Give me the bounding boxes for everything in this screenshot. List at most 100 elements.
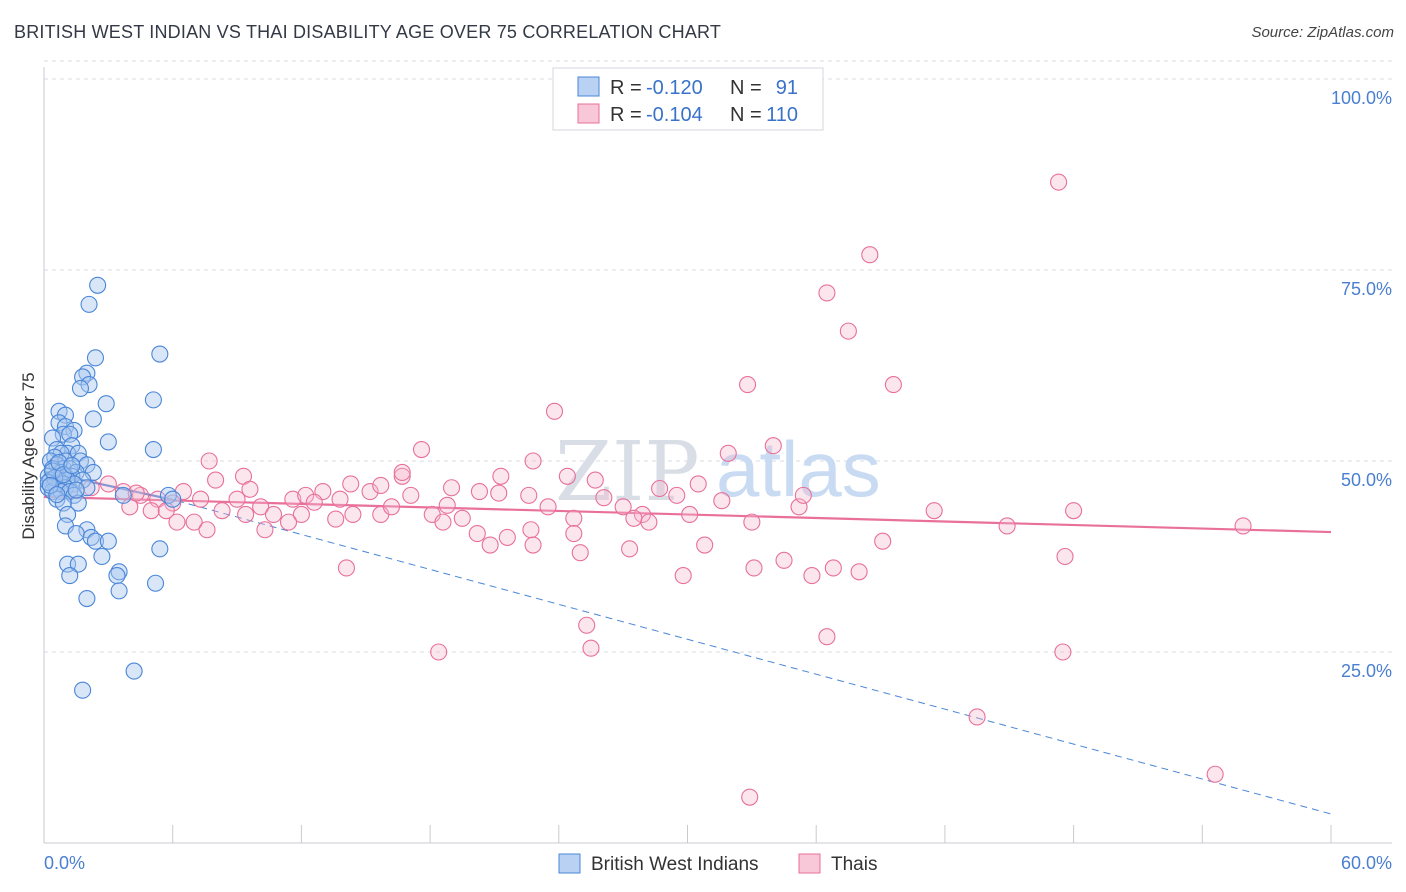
thai-point [651,479,669,498]
x-tick-label-60: 60.0% [1341,853,1392,873]
bwi-point [80,376,98,394]
thai-point [1234,517,1252,535]
legend-r-value-2: -0.104 [646,104,703,126]
thai-point [127,484,145,502]
series-legend: British West Indians Thais [558,853,877,875]
bottom-legend-label-bwi: British West Indians [591,854,759,875]
bwi-point [108,567,126,585]
thai-point [442,479,461,497]
thai-point [470,483,488,501]
thai-points [61,173,1252,806]
bwi-point [61,567,79,585]
thai-point [342,475,360,493]
thai-point [412,440,431,459]
y-tick-label-25: 25.0% [1341,661,1392,681]
thai-point [490,484,508,502]
legend-r-label-2: R = [610,104,642,126]
thai-point [337,559,355,577]
thai-point [213,502,231,520]
bwi-point [74,681,92,699]
thai-point [492,467,510,485]
thai-point [430,643,448,661]
thai-point [775,551,793,569]
bwi-point [146,574,165,592]
thai-point [279,513,298,531]
thai-point [741,788,759,806]
thai-point [674,567,692,585]
thai-point [850,563,868,581]
axes [43,67,1392,844]
bwi-point [114,486,132,504]
y-axis-label: Disability Age Over 75 [19,372,38,539]
thai-point [803,567,821,585]
thai-point [614,498,632,516]
thai-point [468,525,486,543]
thai-point [713,492,731,510]
bwi-point [54,425,72,443]
thai-point [305,493,323,511]
trendline-bwi-extension [176,500,1332,815]
thai-point [1050,173,1068,191]
thai-point [256,521,274,539]
thai-point [292,505,310,524]
grid [44,60,1392,653]
thai-point [99,475,117,493]
bwi-point [69,555,87,573]
bwi-point [41,476,59,494]
thai-point [625,509,643,527]
thai-point [524,536,542,554]
bwi-point [97,395,115,413]
thai-point [434,513,452,531]
thai-point [668,486,686,504]
bwi-points [39,276,182,699]
source-label: Source: ZipAtlas.com [1251,24,1394,41]
legend-swatch-blue [577,76,600,97]
thai-point [1054,643,1072,661]
thai-point [498,528,516,546]
thai-point [874,532,892,550]
thai-point [114,483,132,501]
bwi-point [69,494,87,512]
thai-point [200,452,218,470]
y-tick-label-75: 75.0% [1341,279,1392,299]
thai-point [586,471,604,489]
thai-point [743,513,761,531]
bwi-point [144,391,162,409]
bwi-point [151,540,169,558]
thai-point [372,476,390,494]
bwi-point [78,589,96,608]
bwi-point [78,479,96,497]
thai-point [168,513,186,531]
y-tick-label-100: 100.0% [1331,88,1392,108]
legend-r-label-1: R = [610,77,642,99]
bwi-point [144,440,162,459]
bwi-point [125,662,143,680]
thai-point [839,322,857,340]
thai-point [582,639,600,657]
thai-point [925,502,943,520]
thai-point [297,486,315,504]
thai-point [382,498,401,516]
thai-point [1206,765,1224,783]
thai-point [393,463,411,482]
bottom-legend-swatch-bwi [558,853,581,874]
thai-point [481,536,499,554]
thai-point [284,490,302,508]
thai-point [824,559,842,577]
watermark-zip: ZIP [555,425,700,520]
thai-point [361,483,379,501]
thai-point [438,496,456,514]
bwi-point [67,525,85,543]
thai-point [578,616,596,634]
thai-point [968,708,986,726]
thai-point [241,480,259,498]
thai-point [595,489,613,507]
thai-point [558,467,576,485]
bwi-point [80,295,98,313]
y-tick-label-50: 50.0% [1341,470,1392,490]
bwi-point [86,349,105,367]
thai-point [861,246,879,264]
thai-point [545,402,564,420]
thai-point [640,513,658,531]
